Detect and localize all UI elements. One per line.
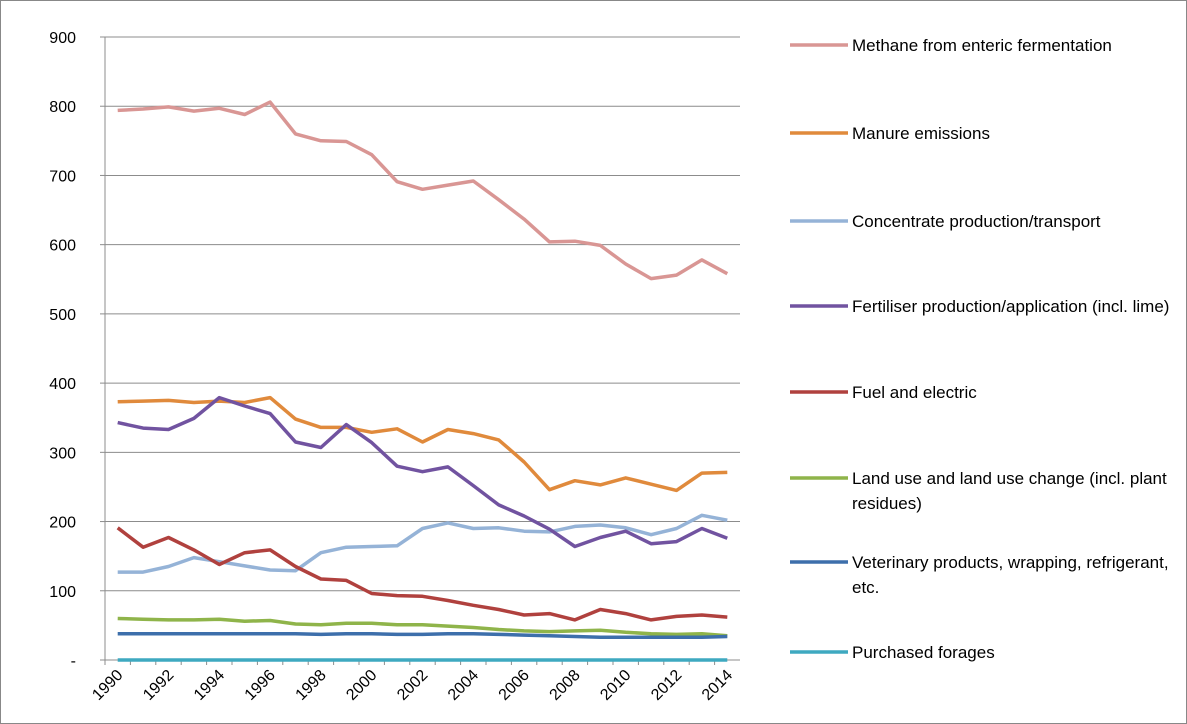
legend-label: Fuel and electric	[852, 383, 977, 402]
series-line	[117, 100, 729, 281]
series-line	[117, 395, 728, 493]
y-tick-label: 600	[49, 238, 76, 255]
legend-label: Manure emissions	[852, 124, 990, 143]
x-tick-label: 2008	[547, 667, 584, 704]
legend-label: Fertiliser production/application (incl.…	[852, 297, 1170, 316]
legend-label: Methane from enteric fermentation	[852, 36, 1112, 55]
x-tick-label: 1996	[242, 667, 279, 704]
legend-label: Concentrate production/transport	[852, 212, 1101, 231]
y-tick-label: 700	[49, 168, 76, 185]
y-tick-label: 100	[49, 584, 76, 601]
legend-label: Veterinary products, wrapping, refrigera…	[852, 553, 1169, 597]
legend-label: Purchased forages	[852, 643, 995, 662]
legend-label: Land use and land use change (incl. plan…	[852, 469, 1167, 513]
y-tick-label: -	[71, 653, 76, 670]
y-tick-label: 900	[49, 30, 76, 47]
y-tick-label: 400	[49, 376, 76, 393]
x-tick-label: 2004	[445, 667, 482, 704]
x-tick-label: 2014	[699, 667, 736, 704]
series-line	[117, 395, 728, 549]
series-line	[116, 526, 728, 622]
x-tick-label: 1992	[140, 667, 177, 704]
x-tick-label: 2000	[343, 667, 380, 704]
series-line	[117, 631, 728, 639]
y-tick-label: 300	[49, 445, 76, 462]
y-tick-label: 500	[49, 307, 76, 324]
x-tick-label: 2010	[597, 667, 634, 704]
x-tick-label: 1990	[89, 667, 126, 704]
series-line	[117, 616, 728, 638]
x-tick-label: 2002	[394, 667, 431, 704]
y-tick-label: 800	[49, 99, 76, 116]
x-tick-label: 1994	[191, 667, 228, 704]
x-tick-label: 2012	[648, 667, 685, 704]
x-tick-label: 2006	[496, 667, 533, 704]
x-tick-label: 1998	[293, 667, 330, 704]
y-tick-label: 200	[49, 515, 76, 532]
series-line	[117, 513, 728, 574]
